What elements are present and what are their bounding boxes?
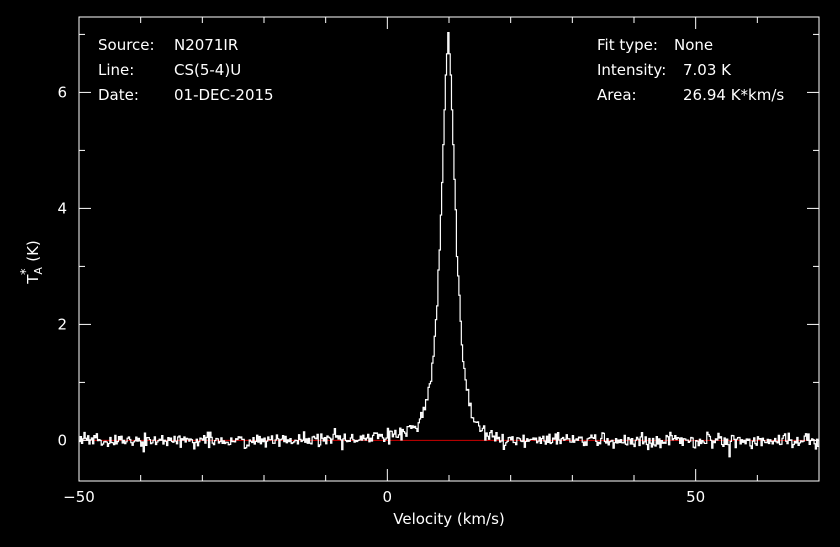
y-axis-title-sup: * — [19, 268, 34, 275]
y-tick-label: 2 — [57, 315, 67, 333]
y-tick-label: 6 — [57, 83, 67, 101]
info-area-value: 26.94 K*km/s — [683, 86, 784, 104]
info-block-left: Source: N2071IR Line: CS(5-4)U Date: 01-… — [98, 36, 274, 104]
info-area-key: Area: — [597, 86, 637, 104]
info-intensity-key: Intensity: — [597, 61, 666, 79]
info-source-key: Source: — [98, 36, 155, 54]
x-tick-label: 0 — [383, 488, 393, 506]
info-fit-type-value: None — [674, 36, 713, 54]
y-axis-title-unit: (K) — [24, 240, 42, 266]
info-date-key: Date: — [98, 86, 139, 104]
info-line-key: Line: — [98, 61, 134, 79]
y-axis-title: TA* (K) — [19, 240, 45, 285]
y-axis-title-main: T — [24, 274, 42, 285]
y-axis-title-sub: A — [32, 267, 45, 275]
y-tick-label: 4 — [57, 199, 67, 217]
info-line-value: CS(5-4)U — [174, 61, 241, 79]
svg-text:TA* (K): TA* (K) — [19, 240, 45, 285]
plot-frame — [78, 16, 820, 482]
y-tick-label: 0 — [57, 431, 67, 449]
info-intensity-value: 7.03 K — [683, 61, 732, 79]
info-source-value: N2071IR — [174, 36, 238, 54]
info-fit-type-key: Fit type: — [597, 36, 658, 54]
x-tick-label: 50 — [686, 488, 705, 506]
spectrum-line — [79, 32, 819, 458]
info-date-value: 01-DEC-2015 — [174, 86, 274, 104]
info-block-right: Fit type: None Intensity: 7.03 K Area: 2… — [597, 36, 784, 104]
x-tick-label: −50 — [63, 488, 95, 506]
x-axis-title: Velocity (km/s) — [393, 510, 504, 528]
